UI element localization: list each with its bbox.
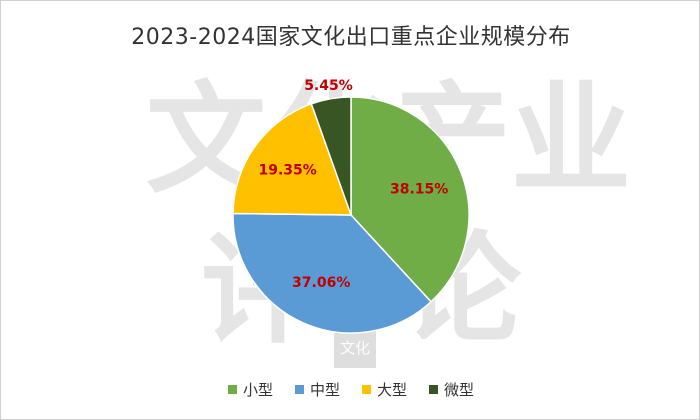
legend-swatch: [362, 385, 371, 394]
pie-slice-4: [310, 96, 352, 216]
legend-item-2: 中型: [294, 379, 340, 400]
legend-label: 中型: [309, 381, 340, 399]
legend-swatch: [294, 385, 304, 394]
pie-label-4: 5.45%: [304, 78, 353, 94]
legend: 小型 中型 大型 微型: [1, 379, 699, 400]
pie-slice-1: [350, 96, 470, 303]
watermark-glyph-4: 业: [511, 69, 631, 210]
chart-title: 2023-2024国家文化出口重点企业规模分布: [131, 25, 571, 50]
pie-slice-3: [232, 102, 353, 216]
legend-label: 小型: [242, 381, 273, 399]
watermark-seal-text: 文化: [340, 339, 370, 357]
legend-label: 微型: [444, 381, 475, 399]
legend-swatch: [227, 385, 237, 394]
pie-slice-2: [232, 212, 433, 334]
legend-item-3: 大型: [362, 379, 407, 400]
pie-label-3: 19.35%: [258, 163, 316, 179]
legend-item-1: 小型: [227, 379, 273, 400]
pie-label-1: 38.15%: [390, 181, 448, 197]
legend-item-4: 微型: [429, 379, 474, 400]
legend-swatch: [429, 385, 439, 394]
legend-label: 大型: [377, 381, 408, 399]
pie-label-2: 37.06%: [292, 275, 350, 291]
